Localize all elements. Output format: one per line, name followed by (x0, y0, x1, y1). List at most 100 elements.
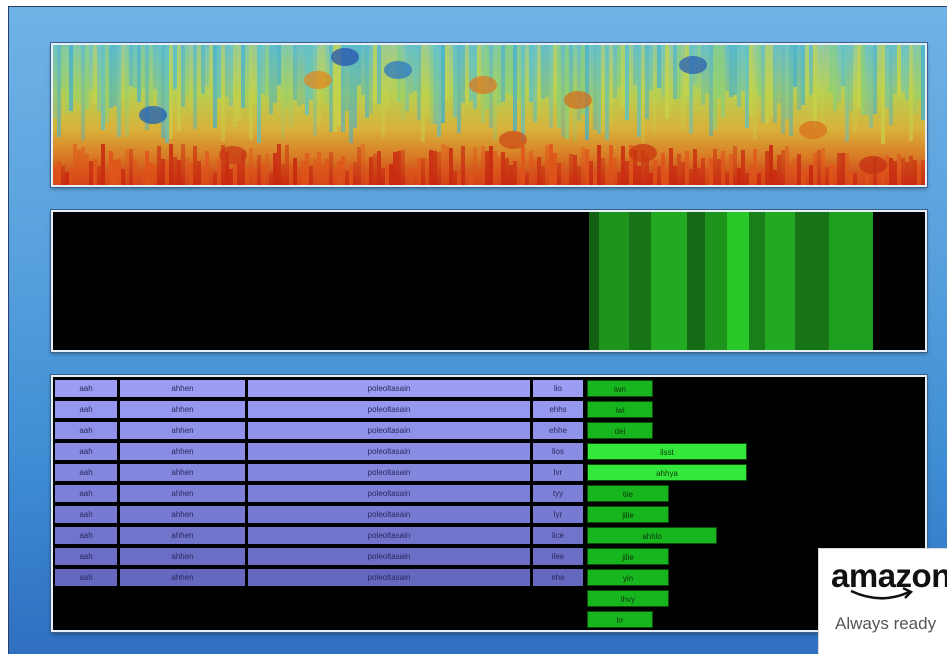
spectrogram-low-band (501, 152, 505, 185)
spectrogram-column (333, 45, 337, 132)
amazon-badge[interactable]: amazon Always ready (818, 548, 947, 654)
spectrogram-low-band (817, 150, 821, 185)
spectrogram-column (301, 45, 305, 104)
spectrogram-low-band (285, 145, 289, 185)
spectrogram-column (265, 45, 269, 97)
table-row[interactable]: aah ahhen poleoltasain lice (55, 527, 587, 544)
spectrogram-column (353, 45, 357, 128)
spectrogram-column (537, 45, 541, 114)
spectrogram-low-band (841, 153, 845, 185)
spectrogram-low-band (453, 171, 457, 185)
spectrogram-column (437, 45, 441, 137)
row-cell-c2: ahhen (120, 464, 245, 481)
score-bar: yin (587, 569, 669, 586)
spectrogram-low-band (197, 161, 201, 185)
spectrogram-low-band (825, 167, 829, 185)
spectrogram-column (689, 45, 693, 134)
table-row[interactable]: aah ahhen poleoltasain ehhe (55, 422, 587, 439)
score-bar: tiie (587, 485, 669, 502)
row-cell-c1: aah (55, 485, 117, 502)
spectrogram-low-band (61, 166, 65, 185)
spectrogram-column (289, 45, 293, 127)
energy-panel (51, 210, 927, 352)
spectrogram-low-band (781, 150, 785, 185)
spectrogram-column (221, 45, 225, 141)
spectrogram-column (377, 45, 381, 104)
spectrogram-low-band (333, 167, 337, 185)
spectrogram-column (901, 45, 905, 92)
spectrogram-column (477, 45, 481, 89)
spectrogram-low-band (737, 168, 741, 185)
spectrogram-low-band (837, 153, 841, 185)
spectrogram-low-band (569, 154, 573, 185)
spectrogram-low-band (773, 170, 777, 185)
spectrogram-column (93, 45, 97, 104)
spectrogram-low-band (209, 167, 213, 185)
spectrogram-column (853, 45, 857, 133)
row-cell-c2: ahhen (120, 401, 245, 418)
score-bar: lrr (587, 611, 653, 628)
spectrogram-low-band (493, 151, 497, 185)
spectrogram-blob (139, 106, 167, 124)
spectrogram-low-band (637, 166, 641, 185)
spectrogram-column (421, 45, 425, 142)
table-row[interactable]: aah ahhen poleoltasain ilee (55, 548, 587, 565)
table-row[interactable]: aah ahhen poleoltasain ehe (55, 569, 587, 586)
spectrogram-column (441, 45, 445, 123)
spectrogram-column (285, 45, 289, 107)
spectrogram-low-band (833, 164, 837, 185)
spectrogram-column (445, 45, 449, 101)
spectrogram-low-band (389, 164, 393, 185)
energy-band (795, 212, 829, 350)
spectrogram-low-band (609, 145, 613, 185)
table-row[interactable]: aah ahhen poleoltasain lvr (55, 464, 587, 481)
spectrogram-low-band (769, 145, 773, 185)
spectrogram-low-band (185, 158, 189, 185)
spectrogram-column (241, 45, 245, 108)
spectrogram-low-band (669, 148, 673, 185)
spectrogram-column (117, 45, 121, 137)
spectrogram-column (277, 45, 281, 85)
table-row[interactable]: aah ahhen poleoltasain tyy (55, 485, 587, 502)
spectrogram-low-band (237, 163, 241, 185)
spectrogram-low-band (73, 144, 77, 185)
spectrogram-column (829, 45, 833, 93)
spectrogram-low-band (917, 165, 921, 185)
spectrogram-column (233, 45, 237, 127)
spectrogram-low-band (861, 164, 865, 185)
spectrogram-low-band (141, 170, 145, 185)
spectrogram-column (329, 45, 333, 132)
spectrogram-low-band (57, 161, 61, 185)
spectrogram-low-band (537, 157, 541, 185)
spectrogram-low-band (377, 151, 381, 185)
table-row[interactable]: aah ahhen poleoltasain lios (55, 443, 587, 460)
row-cell-c3: poleoltasain (248, 380, 530, 397)
spectrogram-low-band (633, 150, 637, 185)
spectrogram-column (189, 45, 193, 115)
spectrogram-column (569, 45, 573, 93)
row-cell-c3: poleoltasain (248, 422, 530, 439)
row-cell-c4: tyy (533, 485, 583, 502)
spectrogram-low-band (709, 158, 713, 185)
spectrogram-column (865, 45, 869, 115)
spectrogram-column (641, 45, 645, 142)
table-row[interactable]: aah ahhen poleoltasain ehhs (55, 401, 587, 418)
spectrogram-column (773, 45, 777, 123)
row-cell-c1: aah (55, 401, 117, 418)
spectrogram-column (597, 45, 601, 134)
spectrogram-low-band (681, 162, 685, 185)
spectrogram-column (741, 45, 745, 91)
spectrogram-column (757, 45, 761, 95)
spectrogram-low-band (113, 160, 117, 185)
spectrogram-low-band (881, 163, 885, 185)
spectrogram-low-band (749, 166, 753, 185)
spectrogram-low-band (821, 148, 825, 185)
table-row[interactable]: aah ahhen poleoltasain lio (55, 380, 587, 397)
spectrogram-column (225, 45, 229, 97)
spectrogram-column (869, 45, 873, 128)
score-bar: ahhlo (587, 527, 717, 544)
spectrogram-low-band (505, 158, 509, 185)
spectrogram-low-band (121, 169, 125, 185)
spectrogram-column (805, 45, 809, 94)
table-row[interactable]: aah ahhen poleoltasain lyr (55, 506, 587, 523)
